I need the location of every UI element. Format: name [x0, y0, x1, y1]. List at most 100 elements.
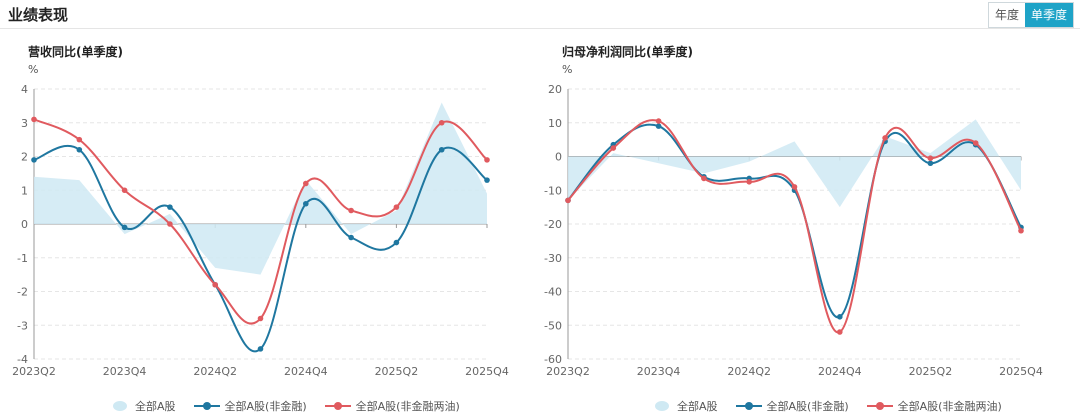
y-tick-label: 10: [548, 117, 562, 130]
x-tick-label: 2024Q2: [193, 365, 237, 378]
legend-label: 全部A股: [135, 400, 176, 413]
legend-label: 全部A股(非金融): [766, 400, 849, 413]
legend-item[interactable]: 全部A股(非金融): [193, 398, 307, 414]
y-tick-label: -60: [544, 353, 562, 366]
data-point: [348, 234, 354, 241]
legend-item[interactable]: 全部A股: [110, 398, 176, 414]
data-point: [882, 135, 888, 141]
section-title: 业绩表现: [8, 6, 69, 24]
data-point: [167, 204, 173, 210]
data-point: [121, 187, 128, 194]
data-point: [348, 207, 354, 214]
x-tick-label: 2025Q4: [465, 365, 509, 378]
y-tick-label: -20: [544, 218, 562, 231]
data-point: [212, 281, 218, 288]
data-point: [438, 146, 445, 153]
area-series: [568, 119, 1021, 208]
data-point: [655, 123, 662, 129]
data-point: [31, 157, 37, 163]
legend-revenue: 全部A股 全部A股(非金融) 全部A股(非金融两油): [110, 398, 460, 414]
chart-title-revenue: 营收同比(单季度): [28, 45, 123, 59]
legend-profit: 全部A股 全部A股(非金融) 全部A股(非金融两油): [652, 398, 1002, 414]
y-tick-label: 1: [21, 184, 28, 197]
x-tick-label: 2025Q2: [909, 365, 953, 378]
data-point: [167, 221, 173, 227]
data-point: [438, 119, 445, 126]
y-tick-label: -40: [544, 286, 562, 299]
chart-title-profit: 归母净利润同比(单季度): [562, 45, 693, 59]
data-point: [927, 155, 934, 161]
data-point: [76, 136, 83, 143]
x-tick-label: 2023Q2: [546, 365, 590, 378]
data-point: [303, 180, 309, 187]
legend-item[interactable]: 全部A股(非金融两油): [324, 398, 460, 414]
data-point: [655, 118, 662, 124]
legend-line-swatch: [735, 402, 762, 410]
y-tick-label: -1: [17, 252, 28, 265]
y-tick-label: -30: [544, 252, 562, 265]
header-divider: [0, 28, 1080, 29]
y-tick-label: 0: [21, 218, 28, 231]
y-tick-label: -4: [17, 353, 28, 366]
chart-unit-revenue: %: [28, 63, 39, 76]
legend-area-swatch: [113, 401, 127, 411]
x-tick-label: 2023Q2: [12, 365, 56, 378]
legend-item[interactable]: 全部A股: [652, 398, 718, 414]
line-series: [33, 118, 488, 325]
legend-label: 全部A股: [677, 400, 718, 413]
data-point: [257, 315, 264, 322]
y-tick-label: -3: [17, 319, 28, 332]
data-point: [837, 314, 843, 320]
legend-line-swatch: [866, 402, 893, 410]
y-tick-label: -10: [544, 184, 562, 197]
data-point: [393, 204, 400, 210]
data-point: [610, 145, 617, 151]
period-toggle: 年度 单季度: [987, 2, 1074, 28]
data-point: [701, 175, 707, 182]
legend-area-swatch: [655, 401, 669, 411]
data-point: [31, 116, 37, 123]
y-tick-label: -2: [17, 286, 28, 299]
data-point: [837, 329, 843, 335]
legend-label: 全部A股(非金融两油): [897, 400, 1002, 413]
data-point: [1018, 227, 1024, 234]
legend-item[interactable]: 全部A股(非金融两油): [866, 398, 1002, 414]
y-tick-label: 20: [548, 83, 562, 96]
data-point: [972, 140, 979, 146]
data-point: [927, 160, 934, 167]
data-point: [393, 239, 400, 246]
x-tick-label: 2024Q4: [818, 365, 862, 378]
x-tick-label: 2025Q4: [999, 365, 1043, 378]
y-tick-label: 0: [555, 151, 562, 164]
toggle-quarterly[interactable]: 单季度: [1024, 3, 1073, 27]
legend-line-swatch: [193, 402, 220, 410]
x-tick-label: 2024Q2: [727, 365, 771, 378]
x-tick-label: 2023Q4: [637, 365, 681, 378]
x-tick-label: 2024Q4: [284, 365, 328, 378]
legend-label: 全部A股(非金融两油): [355, 400, 460, 413]
legend-line-swatch: [324, 402, 351, 410]
data-point: [565, 197, 571, 204]
legend-label: 全部A股(非金融): [224, 400, 307, 413]
y-tick-label: 2: [21, 151, 28, 164]
x-tick-label: 2025Q2: [375, 365, 419, 378]
y-tick-label: 3: [21, 117, 28, 130]
y-tick-label: 4: [21, 83, 28, 96]
chart-unit-profit: %: [562, 63, 573, 76]
data-point: [791, 184, 798, 190]
y-tick-label: -50: [544, 319, 562, 332]
toggle-annual[interactable]: 年度: [988, 3, 1025, 27]
data-point: [746, 179, 752, 185]
header: 业绩表现 年度 单季度: [0, 0, 1080, 30]
data-point: [484, 177, 490, 183]
data-point: [121, 224, 128, 231]
legend-item[interactable]: 全部A股(非金融): [735, 398, 849, 414]
data-point: [257, 346, 264, 352]
area-series: [34, 102, 487, 275]
x-tick-label: 2023Q4: [103, 365, 147, 378]
data-point: [76, 146, 83, 153]
data-point: [303, 200, 309, 207]
data-point: [484, 157, 490, 163]
